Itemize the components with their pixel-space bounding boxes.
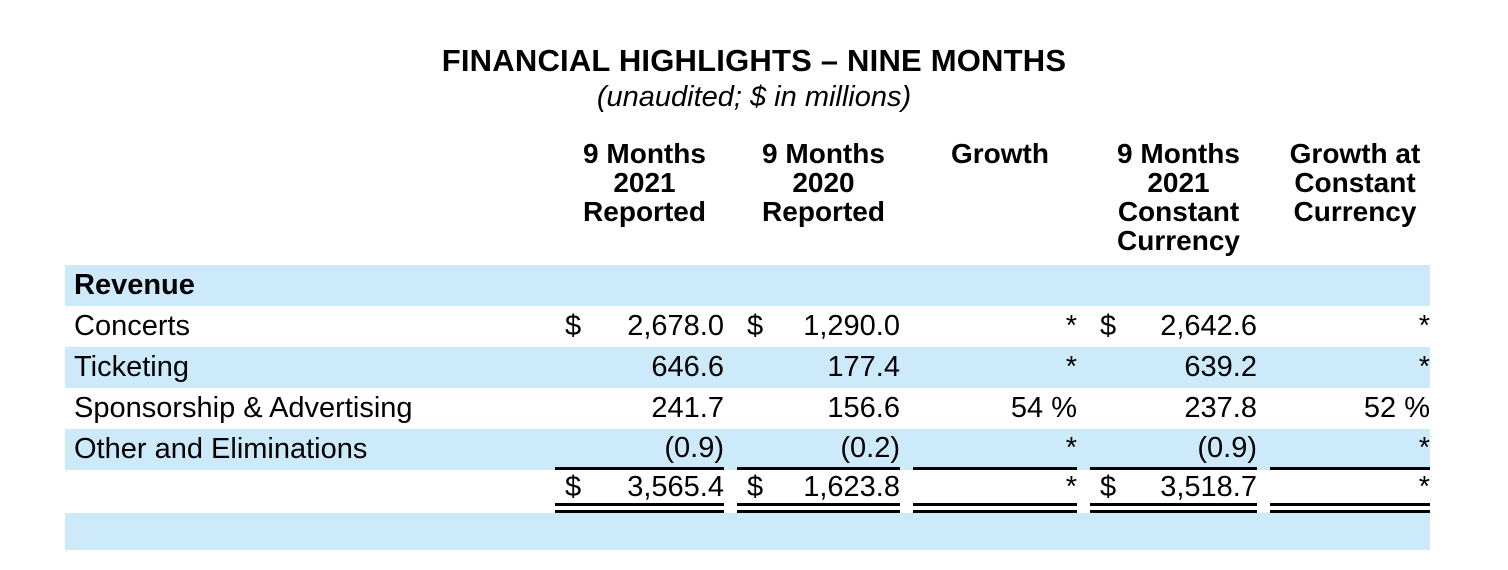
cell-value: 177.4 xyxy=(827,351,900,383)
table-row-blank-band xyxy=(65,513,1430,550)
cell-value: * xyxy=(1418,351,1430,383)
column-header-text: Growth at Constant Currency xyxy=(1289,138,1421,227)
header-label-spacer xyxy=(65,139,555,263)
table-row-revenue: Revenue xyxy=(65,265,1430,306)
financial-table: 9 Months 2021 Reported 9 Months 2020 Rep… xyxy=(65,139,1430,550)
table-row-sponsorship-advertising: Sponsorship & Advertising 241.7 156.6 54… xyxy=(65,388,1430,429)
currency-symbol: $ xyxy=(565,470,582,503)
column-header-text: 9 Months 2021 Reported xyxy=(583,138,706,227)
row-label: Concerts xyxy=(74,310,191,342)
cell-constant-currency: $ 3,518.7 xyxy=(1090,470,1270,513)
column-header-growth: Growth xyxy=(913,139,1090,263)
cell-value: 1,290.0 xyxy=(803,310,900,342)
cell-growth-constant-currency: * xyxy=(1270,470,1430,513)
cell-2021-reported: $ 2,678.0 xyxy=(555,306,737,347)
cell-constant-currency: $ 2,642.6 xyxy=(1090,306,1270,347)
cell-growth-constant-currency: 52 % xyxy=(1270,388,1430,429)
cell-2020-reported: $ 1,290.0 xyxy=(737,306,913,347)
row-label xyxy=(65,470,555,513)
cell-value: 241.7 xyxy=(651,392,724,424)
column-header-2021-constant-currency: 9 Months 2021 Constant Currency xyxy=(1090,139,1270,263)
table-row-ticketing: Ticketing 646.6 177.4 * xyxy=(65,347,1430,388)
cell-growth: 54 % xyxy=(913,388,1090,429)
row-label: Revenue xyxy=(74,269,195,301)
cell-value: (0.9) xyxy=(1197,431,1257,464)
currency-symbol: $ xyxy=(1100,310,1117,342)
cell-value: 3,518.7 xyxy=(1160,470,1257,503)
cell-value: * xyxy=(1065,431,1077,464)
table-row-other-and-eliminations: Other and Eliminations (0.9) (0.2) * xyxy=(65,429,1430,470)
cell-2021-reported: 241.7 xyxy=(555,388,737,429)
cell-2021-reported: (0.9) xyxy=(555,429,737,470)
currency-symbol: $ xyxy=(565,310,582,342)
cell-value: * xyxy=(1065,470,1077,503)
cell-constant-currency: 237.8 xyxy=(1090,388,1270,429)
column-header-2021-reported: 9 Months 2021 Reported xyxy=(555,139,737,263)
cell-value: 237.8 xyxy=(1184,392,1257,424)
currency-symbol: $ xyxy=(747,310,764,342)
cell-growth: * xyxy=(913,347,1090,388)
column-header-2020-reported: 9 Months 2020 Reported xyxy=(737,139,913,263)
cell-value: * xyxy=(1418,470,1430,503)
cell-value: 54 % xyxy=(1010,392,1077,424)
cell-value: 2,678.0 xyxy=(627,310,724,342)
table-row-total-revenue: $ 3,565.4 $ 1,623.8 * xyxy=(65,470,1430,513)
cell-value: 3,565.4 xyxy=(627,470,724,503)
cell-2020-reported: 156.6 xyxy=(737,388,913,429)
page-subtitle: (unaudited; $ in millions) xyxy=(596,81,912,113)
cell-value: * xyxy=(1418,431,1430,464)
cell-2021-reported: $ 3,565.4 xyxy=(555,470,737,513)
row-label: Ticketing xyxy=(74,351,189,383)
cell-growth: * xyxy=(913,306,1090,347)
cell-constant-currency: 639.2 xyxy=(1090,347,1270,388)
cell-value: (0.9) xyxy=(664,431,724,464)
cell-value: 156.6 xyxy=(827,392,900,424)
cell-value: * xyxy=(1065,351,1077,383)
cell-value: (0.2) xyxy=(840,431,900,464)
double-rule xyxy=(1270,503,1430,513)
cell-value: * xyxy=(1065,310,1077,342)
column-header-growth-constant-currency: Growth at Constant Currency xyxy=(1270,139,1430,263)
cell-growth-constant-currency: * xyxy=(1270,347,1430,388)
column-header-text: 9 Months 2021 Constant Currency xyxy=(1117,138,1240,256)
table-row-concerts: Concerts $ 2,678.0 $ 1,290.0 * xyxy=(65,306,1430,347)
table-header-row: 9 Months 2021 Reported 9 Months 2020 Rep… xyxy=(65,139,1430,261)
cell-value: 639.2 xyxy=(1184,351,1257,383)
column-header-text: Growth xyxy=(951,138,1049,169)
row-label: Sponsorship & Advertising xyxy=(74,392,413,424)
cell-value: * xyxy=(1418,310,1430,342)
cell-growth-constant-currency: * xyxy=(1270,306,1430,347)
cell-growth: * xyxy=(913,429,1090,470)
cell-value: 2,642.6 xyxy=(1160,310,1257,342)
double-rule xyxy=(737,503,900,513)
cell-growth-constant-currency: * xyxy=(1270,429,1430,470)
currency-symbol: $ xyxy=(1100,470,1117,503)
double-rule xyxy=(555,503,724,513)
double-rule xyxy=(913,503,1077,513)
cell-value: 1,623.8 xyxy=(803,470,900,503)
cell-2021-reported: 646.6 xyxy=(555,347,737,388)
column-header-text: 9 Months 2020 Reported xyxy=(762,138,885,227)
cell-2020-reported: $ 1,623.8 xyxy=(737,470,913,513)
cell-growth: * xyxy=(913,470,1090,513)
cell-value: 52 % xyxy=(1363,392,1430,424)
currency-symbol: $ xyxy=(747,470,764,503)
cell-constant-currency: (0.9) xyxy=(1090,429,1270,470)
cell-value: 646.6 xyxy=(651,351,724,383)
double-rule xyxy=(1090,503,1257,513)
page-title: FINANCIAL HIGHLIGHTS – NINE MONTHS xyxy=(441,43,1067,78)
row-label: Other and Eliminations xyxy=(74,433,368,465)
cell-2020-reported: 177.4 xyxy=(737,347,913,388)
cell-2020-reported: (0.2) xyxy=(737,429,913,470)
